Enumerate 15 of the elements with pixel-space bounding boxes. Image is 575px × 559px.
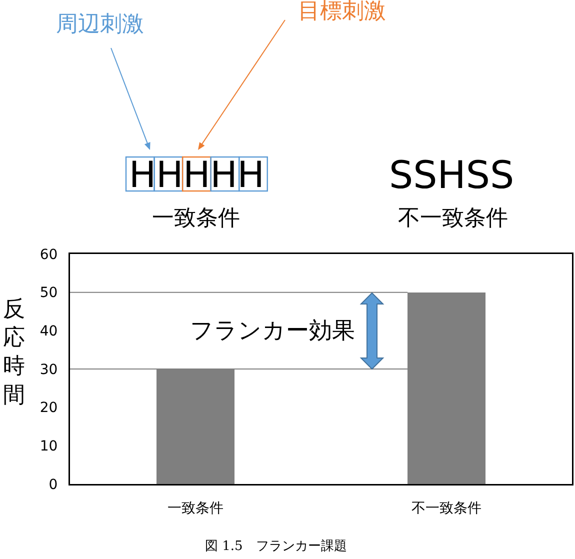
text: 一致条件 <box>168 500 224 516</box>
y-tick-label: 50 <box>40 285 58 302</box>
y-tick-label: 30 <box>40 362 58 378</box>
y-tick-label: 20 <box>40 400 58 416</box>
text: 目標刺激 <box>298 0 386 24</box>
y-tick-label: 0 <box>48 476 58 493</box>
text: 不一致条件 <box>412 500 482 516</box>
annotation: フランカー効果 <box>190 318 355 344</box>
y-axis-title: 反応時間 <box>3 297 25 408</box>
caption: 図 1.5 フランカー課題 <box>205 539 347 554</box>
y-tick-label: 60 <box>40 246 58 263</box>
text: SSHSS <box>389 153 514 197</box>
y-tick-label: 40 <box>40 324 58 340</box>
text: 周辺刺激 <box>56 12 144 37</box>
y-tick-label: 10 <box>40 438 58 455</box>
